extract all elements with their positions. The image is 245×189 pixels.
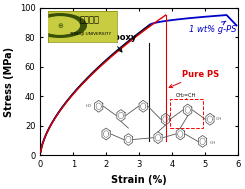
X-axis label: Strain (%): Strain (%) [111, 175, 167, 185]
Text: Pure epoxy: Pure epoxy [83, 33, 136, 52]
Text: Pure PS: Pure PS [169, 70, 219, 88]
Text: 1 wt% g-PS: 1 wt% g-PS [189, 21, 236, 34]
Y-axis label: Stress (MPa): Stress (MPa) [4, 46, 14, 117]
